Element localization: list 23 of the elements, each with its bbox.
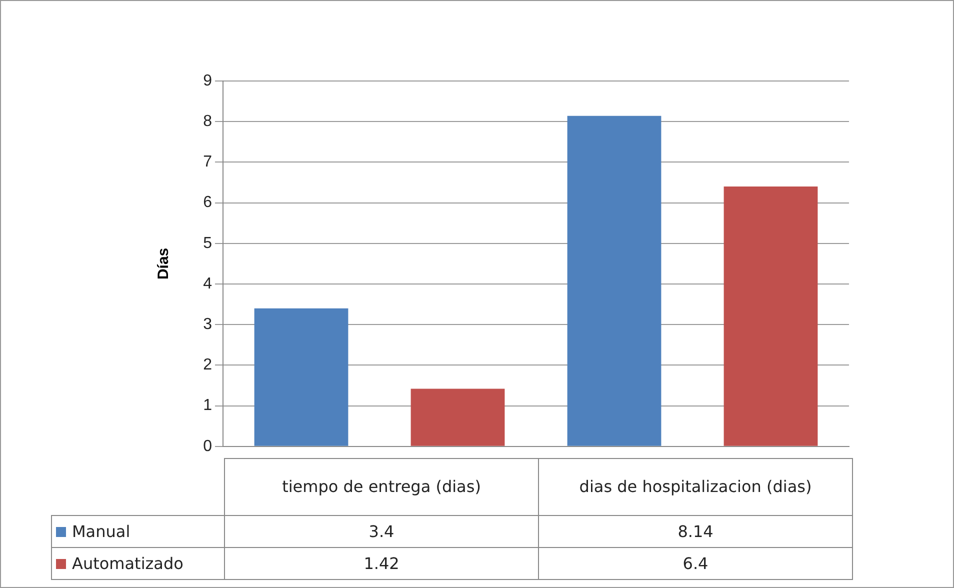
y-tick-label: 2 (203, 356, 212, 374)
x-tick-label: dias de hospitalizacion (dias) (538, 458, 852, 515)
y-tick-label: 5 (203, 234, 212, 252)
data-label: 1.42 (224, 547, 538, 579)
bar (254, 308, 348, 446)
data-label: 3.4 (224, 515, 538, 547)
legend-label: Automatizado (52, 547, 224, 579)
bar (724, 186, 818, 446)
legend-label: Manual (52, 515, 224, 547)
y-tick-label: 9 (203, 72, 212, 90)
bar (410, 388, 505, 446)
y-tick-label: 4 (203, 275, 212, 292)
bar (567, 116, 662, 446)
y-tick-label: 3 (203, 316, 212, 334)
y-tick-label: 0 (203, 438, 212, 455)
y-tick-label: 6 (203, 194, 212, 212)
y-tick-label: 1 (203, 397, 212, 414)
y-tick-label: 8 (203, 113, 212, 130)
data-label: 6.4 (538, 547, 852, 579)
data-label: 8.14 (538, 515, 852, 547)
y-axis-title: Días (155, 248, 172, 280)
x-tick-label: tiempo de entrega (dias) (224, 458, 538, 515)
y-tick-label: 7 (203, 154, 212, 171)
